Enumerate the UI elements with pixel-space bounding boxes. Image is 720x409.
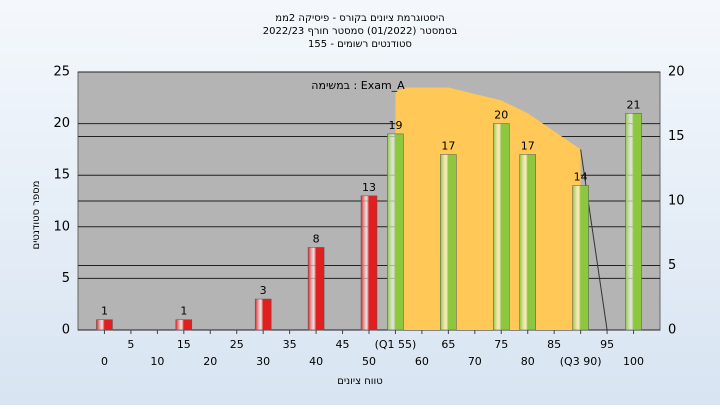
bar — [572, 185, 589, 331]
bar — [440, 154, 457, 331]
curve-line — [580, 149, 608, 331]
bar — [175, 319, 193, 331]
x-tick-label: 20 — [203, 355, 217, 368]
x-axis-label: טווח ציונים — [337, 376, 382, 387]
x-tick-label: 5 — [127, 338, 134, 351]
y-tick-label: 15 — [53, 168, 70, 183]
bar — [387, 133, 404, 331]
x-tick-label: (Q3 90) — [560, 355, 602, 368]
bar — [96, 319, 113, 331]
chart-subtitle: בסמסטר (01/2022) סמסטר חורף 2022/23 — [263, 26, 458, 37]
data-label: 17 — [521, 140, 535, 153]
x-tick-label: 85 — [547, 338, 561, 351]
y-tick-label: 10 — [53, 219, 70, 234]
data-label: 14 — [574, 171, 588, 184]
chart-title: היסטוגרמת ציונים בקורס - פיסיקה 2ממ — [275, 13, 444, 24]
bar — [519, 154, 536, 331]
x-tick-label: 80 — [521, 355, 535, 368]
data-label: 17 — [441, 140, 455, 153]
y2-tick-label: 10 — [668, 194, 685, 209]
data-label: 20 — [494, 109, 508, 122]
x-tick-label: 30 — [256, 355, 270, 368]
y2-tick-label: 0 — [668, 323, 676, 338]
x-tick-label: 70 — [468, 355, 482, 368]
data-label: 1 — [180, 305, 187, 318]
y2-tick-label: 20 — [668, 65, 685, 80]
annotation: במשימה : Exam_A — [311, 79, 405, 92]
bar — [493, 123, 510, 331]
bar — [307, 247, 325, 331]
data-label: 8 — [313, 232, 320, 245]
x-tick-label: 65 — [441, 338, 455, 351]
x-tick-label: 40 — [309, 355, 323, 368]
y-tick-label: 25 — [53, 65, 70, 80]
data-label: 1 — [101, 305, 108, 318]
data-label: 19 — [388, 119, 402, 132]
x-tick-label: 35 — [283, 338, 297, 351]
bar — [360, 195, 378, 331]
x-tick-label: 45 — [336, 338, 350, 351]
x-tick-label: 75 — [494, 338, 508, 351]
x-tick-label: (Q1 55) — [375, 338, 417, 351]
bar — [625, 113, 642, 331]
x-tick-label: 15 — [177, 338, 191, 351]
bar — [254, 298, 272, 331]
y-axis-label: מספר סטודנטים — [31, 181, 42, 250]
y2-tick-label: 5 — [668, 258, 676, 273]
data-label: 21 — [627, 98, 641, 111]
x-tick-label: 100 — [623, 355, 644, 368]
x-tick-label: 60 — [415, 355, 429, 368]
x-tick-label: 50 — [362, 355, 376, 368]
data-label: 3 — [260, 284, 267, 297]
x-tick-label: 25 — [230, 338, 244, 351]
x-tick-label: 95 — [600, 338, 614, 351]
chart-subtitle: 155 - סטודנטים רשומים — [308, 39, 412, 50]
x-tick-label: 0 — [101, 355, 108, 368]
y2-tick-label: 15 — [668, 129, 685, 144]
y-tick-label: 20 — [53, 116, 70, 131]
y-tick-label: 0 — [62, 323, 70, 338]
y-tick-label: 5 — [62, 271, 70, 286]
data-label: 13 — [362, 181, 376, 194]
x-tick-label: 10 — [150, 355, 164, 368]
